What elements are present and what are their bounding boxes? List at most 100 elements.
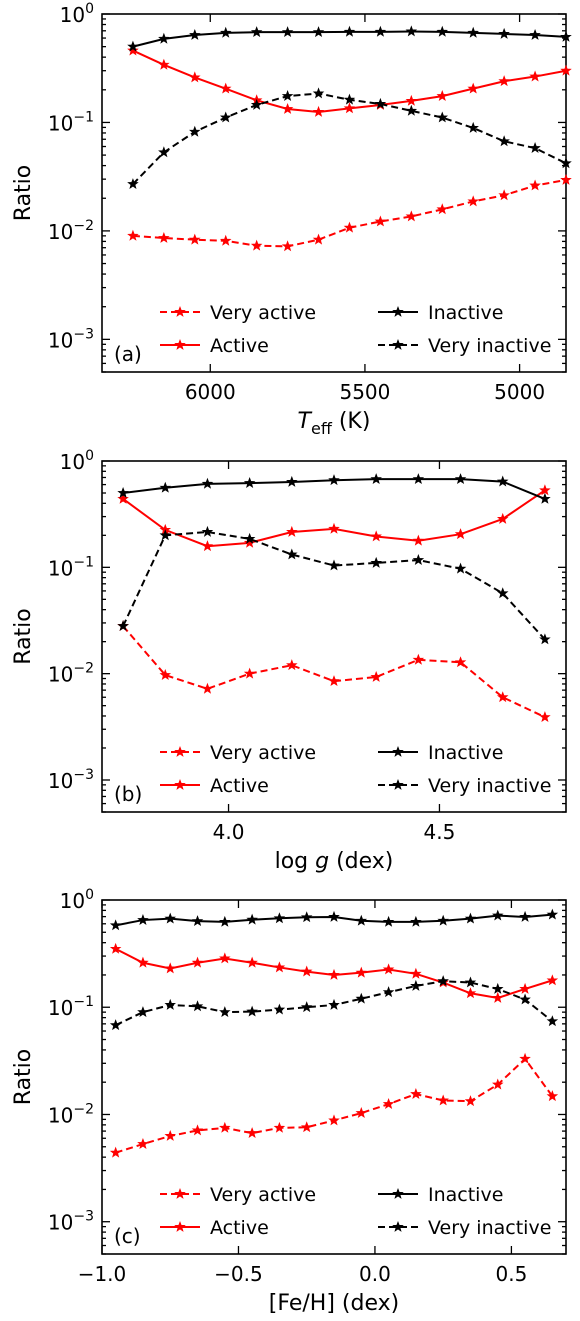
data-point [189,28,201,40]
legend-label: Inactive [428,302,503,324]
panel-label: (a) [114,342,142,366]
data-point [273,1121,286,1133]
legend-label: Inactive [428,1184,503,1206]
data-point [405,210,418,222]
data-point [273,912,286,924]
x-tick-label: 5500 [339,380,390,404]
panel-label: (c) [114,1224,141,1248]
data-point [286,659,298,671]
panel-3: −1.0 −0.5 0.0 0.5 10−3 10−2 10−1 100 Ratio [Fe/H]… [11,887,567,1316]
data-point [201,477,214,489]
series-active [117,484,551,552]
x-tick-label: −1.0 [78,1262,127,1286]
y-tick-label: 100 [60,448,94,474]
plot-frame [101,899,567,1255]
x-axis-label: log g (dex) [275,849,394,874]
data-point [412,653,425,665]
data-point [300,1121,313,1133]
x-tick-label: 0.5 [496,1262,528,1286]
data-point [382,963,395,975]
legend-label: Active [210,1217,269,1239]
data-point [498,135,510,147]
legend-marker [392,1187,404,1199]
y-axis-label: Ratio [11,1049,36,1105]
plot-frame [101,460,567,813]
series-line [122,489,546,548]
data-point [546,974,559,986]
data-point [243,477,256,488]
x-axis-label: [Fe/H] (dex) [269,1291,399,1316]
data-point [355,966,368,978]
data-point [410,967,422,979]
y-tick-label: 10−2 [48,1101,94,1127]
y-tick-label: 10−2 [48,218,94,244]
data-point [281,240,294,252]
data-point [328,968,340,980]
data-point [281,102,294,114]
data-point [250,239,263,251]
data-point [191,1000,204,1012]
series-very-inactive [127,87,572,190]
data-point [201,525,214,537]
data-point [246,913,258,925]
data-point [436,111,449,123]
data-point [560,30,572,42]
series-very-inactive [117,525,551,645]
data-point [467,121,479,133]
data-point [529,142,541,154]
data-point [405,104,418,116]
data-point [410,979,422,991]
data-point [109,1019,122,1031]
legend-label: Very active [210,742,316,764]
legend-label: Very inactive [428,1217,551,1239]
data-point [328,675,340,687]
data-point [374,25,387,37]
legend-label: Very inactive [428,775,551,797]
data-point [127,40,139,52]
legend-marker [392,745,404,757]
legend-marker [174,305,186,317]
data-point [250,26,263,38]
data-point [454,528,467,540]
y-tick-label: 10−3 [48,767,94,793]
data-point [158,231,170,243]
data-point [370,670,382,682]
data-point [164,998,176,1010]
data-point [246,956,258,968]
data-point [328,559,340,571]
data-point [464,976,477,988]
data-point [546,908,559,920]
data-point [454,473,467,485]
legend: Very active Inactive Active Very inactive [160,742,551,797]
data-point [159,481,172,493]
data-point [219,26,232,38]
data-point [467,195,479,207]
x-tick-label: 5000 [494,380,545,404]
x-tick-label: 4.5 [424,820,456,844]
data-point [127,178,139,190]
series-active [127,44,572,117]
data-point [496,512,509,524]
data-point [410,1088,422,1099]
data-point [374,215,387,227]
data-point [191,956,204,968]
y-tick-label: 10−1 [48,554,94,580]
panel-label: (b) [114,782,142,806]
data-point [355,1107,368,1119]
data-point [539,484,551,496]
data-point [539,711,551,723]
data-point [286,475,298,487]
series-active [109,942,559,1003]
data-point [560,64,572,76]
data-point [189,233,201,245]
data-point [137,956,149,968]
data-point [436,90,449,101]
data-point [436,25,449,37]
legend: Very active Inactive Active Very inactive [160,302,551,357]
data-point [246,1127,258,1139]
data-point [164,1129,176,1141]
y-axis-label: Ratio [11,608,36,664]
data-point [300,1001,313,1013]
x-tick-label: 6000 [185,380,236,404]
series-inactive [109,908,559,931]
